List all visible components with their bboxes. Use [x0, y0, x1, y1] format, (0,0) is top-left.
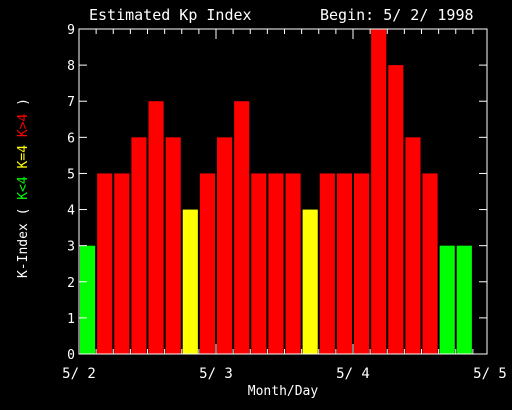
- y-label-part: K>4: [16, 113, 31, 144]
- bar: [319, 173, 335, 354]
- y-tick-label: 0: [67, 348, 75, 363]
- x-axis: 5/ 2 5/ 3 5/ 4 5/ 5: [62, 29, 507, 382]
- chart-title: Estimated Kp Index: [89, 6, 252, 24]
- bar: [199, 173, 216, 354]
- bar: [97, 173, 113, 354]
- y-tick-label: 2: [67, 276, 75, 291]
- bar: [285, 173, 301, 354]
- bar: [371, 29, 387, 354]
- bar-series: [80, 29, 472, 355]
- x-tick-label: 5/ 3: [199, 366, 233, 382]
- bar: [388, 65, 404, 355]
- y-tick-label: 9: [67, 23, 75, 38]
- bar: [148, 101, 164, 354]
- y-axis-label: K-Index ( K<4 K=4 K>4 ): [16, 98, 31, 278]
- y-tick-label: 3: [67, 240, 75, 255]
- bar: [80, 245, 96, 354]
- bar: [456, 245, 472, 354]
- bar: [131, 137, 147, 354]
- y-tick-label: 7: [67, 95, 75, 110]
- bar: [251, 173, 267, 354]
- bar: [439, 245, 455, 354]
- bar: [234, 101, 250, 354]
- y-label-part: K<4: [16, 176, 31, 207]
- x-tick-label: 5/ 2: [62, 366, 96, 382]
- y-tick-label: 8: [67, 59, 75, 74]
- x-axis-label: Month/Day: [248, 384, 319, 399]
- bar: [217, 137, 233, 354]
- bar: [405, 137, 421, 354]
- bar: [336, 173, 353, 354]
- plot-frame: [78, 28, 488, 355]
- bar: [165, 137, 181, 354]
- begin-date-label: Begin: 5/ 2/ 1998: [320, 6, 474, 24]
- bar: [182, 209, 198, 354]
- y-label-part: K-Index (: [16, 208, 31, 278]
- y-tick-label: 4: [67, 204, 75, 219]
- y-tick-label: 5: [67, 167, 75, 182]
- y-label-part: K=4: [16, 145, 31, 176]
- bar: [114, 173, 130, 354]
- bar: [268, 173, 284, 354]
- y-axis: 0 1 2 3 4 5 6 7 8 9: [67, 23, 487, 363]
- y-label-part: ): [16, 98, 31, 114]
- x-tick-label: 5/ 5: [473, 366, 507, 382]
- bar: [302, 209, 318, 354]
- y-tick-label: 6: [67, 131, 75, 146]
- bar: [422, 173, 438, 354]
- bar: [354, 173, 370, 354]
- x-tick-label: 5/ 4: [336, 366, 370, 382]
- y-tick-label: 1: [67, 312, 75, 327]
